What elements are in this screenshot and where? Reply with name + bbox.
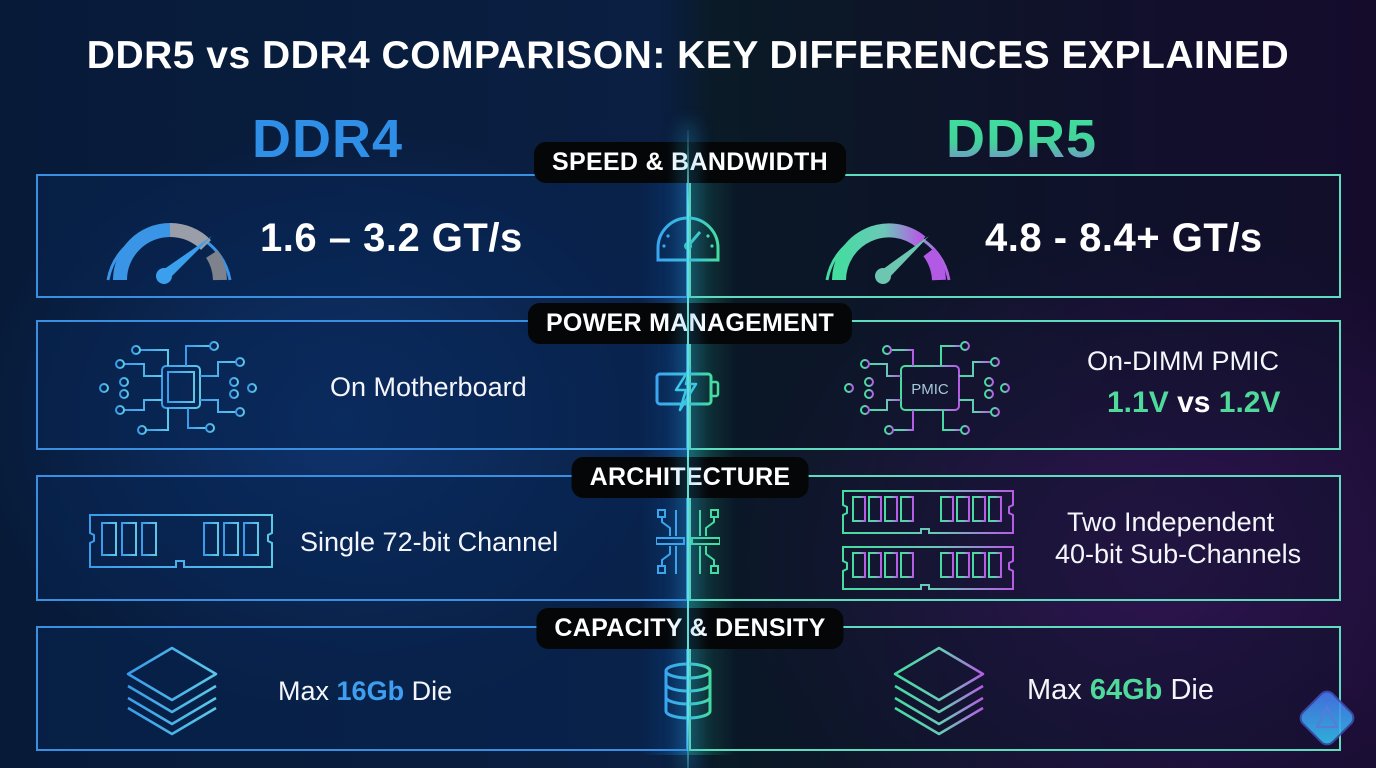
ddr4-capacity-value: 16Gb [336, 676, 405, 706]
ddr5-capacity-value: 64Gb [1089, 674, 1163, 706]
ddr5-architecture-panel: Two Independent 40-bit Sub-Channels [689, 475, 1341, 601]
ddr4-capacity-prefix: Max [278, 676, 330, 706]
section-label-power: POWER MANAGEMENT [527, 303, 853, 344]
ddr5-speed-panel: 4.8 - 8.4+ GT/s [689, 174, 1341, 298]
ddr4-speed-panel: 1.6 – 3.2 GT/s [36, 174, 688, 298]
ddr5-voltage-vs: vs [1177, 386, 1211, 419]
battery-bolt-icon [655, 366, 720, 412]
layers-icon [126, 646, 218, 736]
ddr4-heading: DDR4 [252, 109, 404, 169]
ddr5-heading: DDR5 [946, 109, 1098, 169]
ddr5-power-panel: PMIC On-DIMM PMIC 1.1V vs 1.2V [689, 320, 1341, 450]
ddr4-architecture-text: Single 72-bit Channel [300, 527, 559, 557]
ddr4-capacity-suffix: Die [411, 676, 453, 706]
dual-memory-module-icon [842, 490, 1014, 590]
logo-watermark-icon [1299, 690, 1355, 746]
ddr5-speed-value: 4.8 - 8.4+ GT/s [985, 216, 1263, 260]
ddr4-speed-value: 1.6 – 3.2 GT/s [260, 216, 523, 260]
section-label-architecture: ARCHITECTURE [571, 457, 809, 498]
ddr4-power-text: On Motherboard [330, 372, 527, 402]
ddr5-voltage-row: 1.1V vs 1.2V [1107, 386, 1281, 420]
section-label-capacity: CAPACITY & DENSITY [536, 608, 844, 649]
ddr5-voltage-a: 1.1V [1107, 386, 1169, 419]
circuit-chip-icon [99, 341, 257, 435]
ddr5-architecture-line2: 40-bit Sub-Channels [1055, 539, 1302, 569]
circuit-split-icon [656, 509, 720, 574]
gauge-icon [106, 222, 232, 284]
ddr5-capacity-suffix: Die [1170, 674, 1214, 706]
ddr5-architecture-line1: Two Independent [1067, 507, 1275, 537]
layers-icon [893, 646, 985, 736]
page-title: DDR5 vs DDR4 COMPARISON: KEY DIFFERENCES… [86, 34, 1290, 77]
pmic-chip-label: PMIC [911, 381, 949, 398]
ddr5-power-line1: On-DIMM PMIC [1087, 346, 1279, 376]
speedometer-icon [656, 216, 720, 262]
ddr5-voltage-b: 1.2V [1218, 386, 1281, 419]
ddr5-capacity-row: Max 64Gb Die [1027, 674, 1214, 707]
ddr4-architecture-panel: Single 72-bit Channel [36, 475, 688, 601]
pmic-chip-icon: PMIC [844, 341, 1010, 435]
memory-module-icon [89, 514, 273, 568]
gauge-icon [825, 223, 951, 284]
ddr5-capacity-prefix: Max [1027, 674, 1082, 706]
center-divider [687, 130, 689, 768]
section-label-speed: SPEED & BANDWIDTH [534, 142, 846, 183]
ddr4-capacity-row: Max 16Gb Die [278, 676, 452, 707]
